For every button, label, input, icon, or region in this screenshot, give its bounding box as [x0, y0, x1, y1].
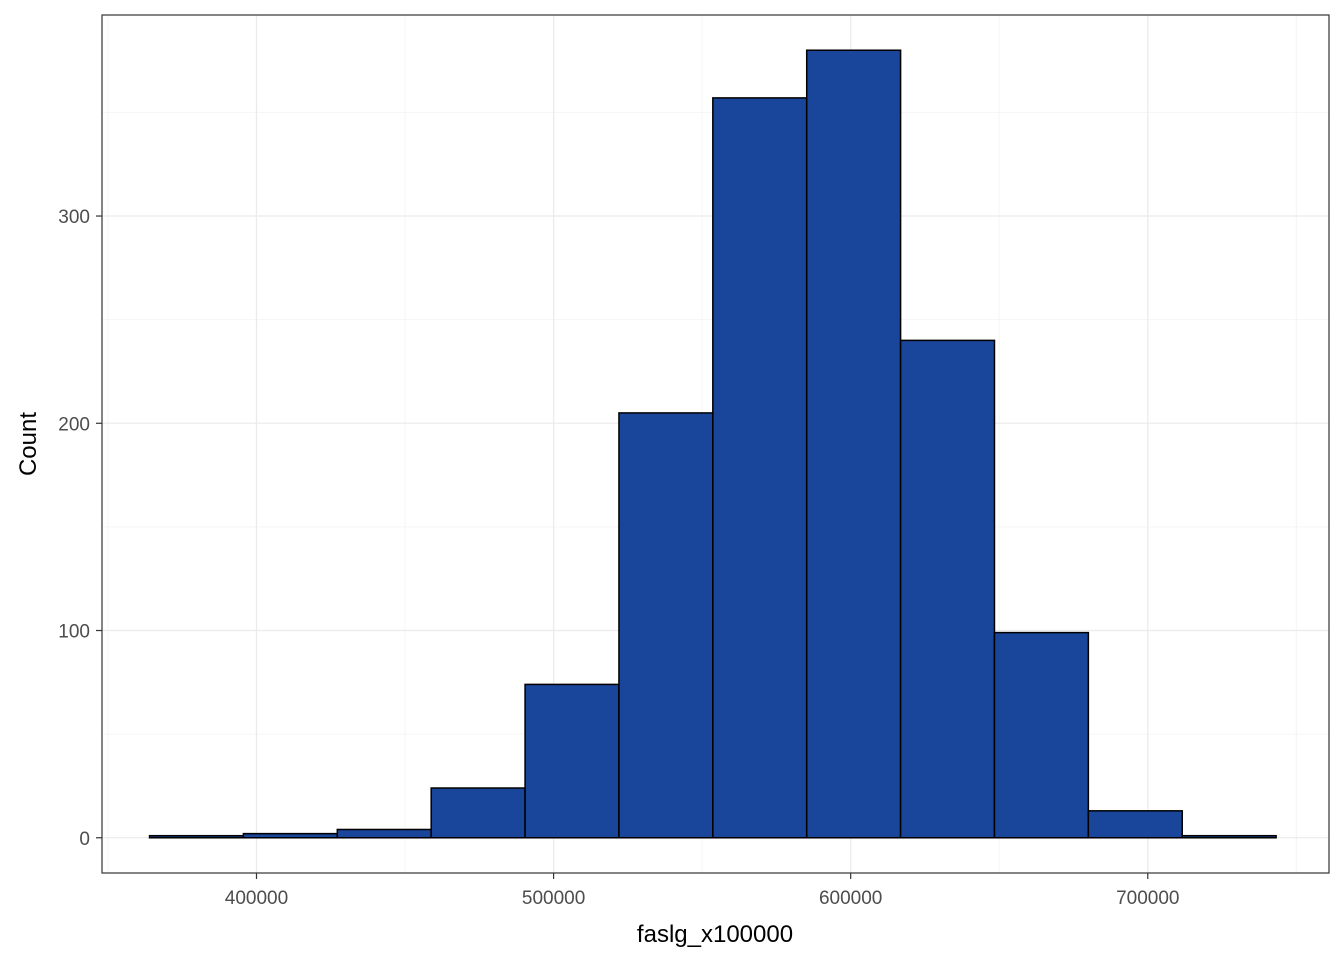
histogram-bar: [1087, 810, 1183, 839]
x-tick-label: 700000: [1116, 888, 1179, 909]
histogram-bar: [993, 631, 1090, 839]
x-tick-label: 500000: [522, 888, 585, 909]
histogram-bar: [805, 49, 902, 839]
histogram-bar: [1181, 834, 1277, 839]
x-tick-label: 600000: [819, 888, 882, 909]
histogram-bar: [712, 97, 808, 839]
y-axis-tick-labels: 0 100 200 300: [58, 207, 90, 850]
histogram-bar: [430, 787, 526, 839]
y-axis-title: Count: [15, 412, 42, 476]
axis-tick-marks: [96, 215, 1149, 879]
histogram-bar: [148, 834, 245, 839]
histogram-bar: [336, 828, 432, 839]
y-tick-label: 100: [58, 622, 90, 643]
histogram-bar: [242, 832, 339, 839]
panel-border: [101, 14, 1330, 874]
y-tick-label: 300: [58, 207, 90, 228]
x-tick-label: 400000: [225, 888, 288, 909]
y-tick-label: 0: [79, 829, 90, 850]
y-tick-label: 200: [58, 414, 90, 435]
histogram-bar: [618, 412, 714, 839]
histogram-bars: [148, 49, 1277, 839]
x-axis-title: faslg_x100000: [637, 921, 793, 948]
histogram-bar: [524, 683, 620, 839]
x-axis-tick-labels: 400000 500000 600000 700000: [225, 888, 1180, 909]
histogram-bar: [899, 339, 996, 839]
